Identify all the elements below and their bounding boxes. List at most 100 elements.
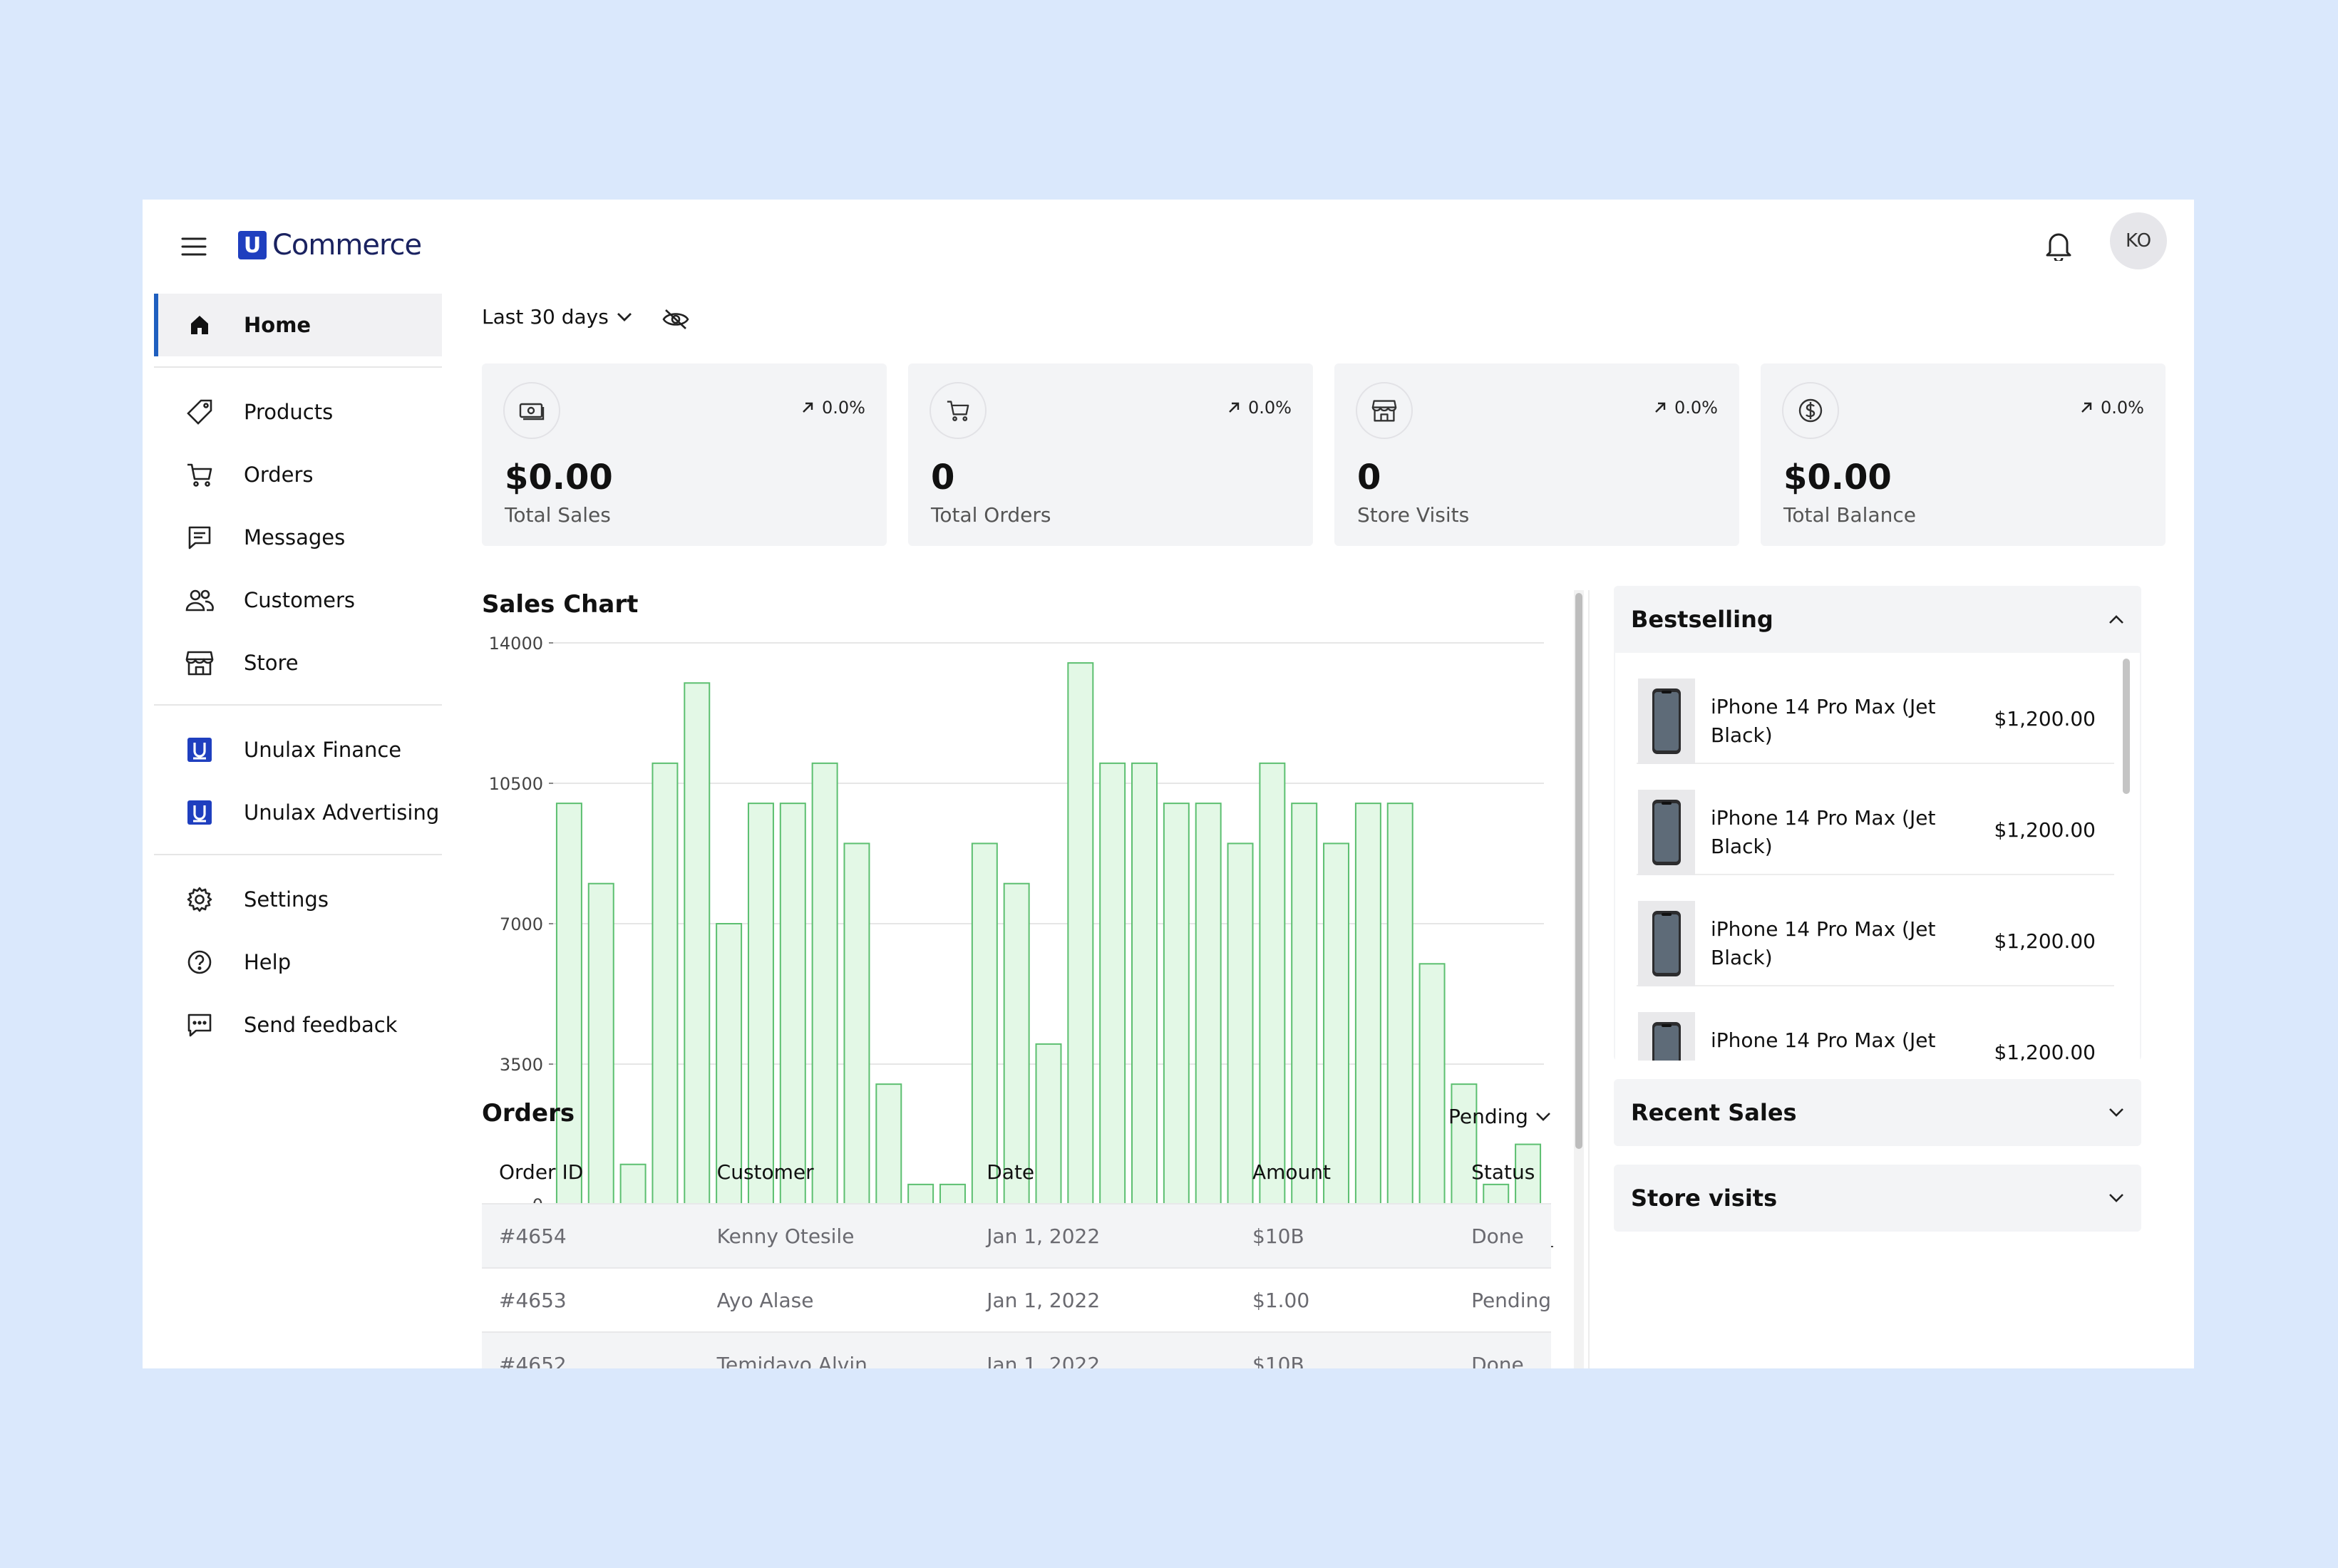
sidebar-item-messages[interactable]: Messages xyxy=(154,506,442,569)
chart-bar xyxy=(619,1163,647,1206)
date-cell: Jan 1, 2022 xyxy=(969,1331,1235,1368)
product-price: $1,200.00 xyxy=(1994,929,2096,953)
trend-indicator: 0.0% xyxy=(1227,398,1292,418)
sidebar-item-send-feedback[interactable]: Send feedback xyxy=(154,994,442,1056)
phone-icon xyxy=(1652,800,1681,865)
list-item[interactable]: iPhone 14 Pro Max (Jet Black) $1,200.00 xyxy=(1637,875,2114,986)
table-row[interactable]: #4652 Temidayo Alvin Jan 1, 2022 $10B Do… xyxy=(482,1331,1551,1368)
hamburger-menu-icon[interactable] xyxy=(180,232,208,261)
orders-status-dropdown[interactable]: Pending xyxy=(1448,1105,1551,1128)
list-item[interactable]: iPhone 14 Pro Max (Jet Black) $1,200.00 xyxy=(1637,764,2114,875)
list-item[interactable]: iPhone 14 Pro Max (Jet Black) $1,200.00 xyxy=(1637,653,2114,764)
trend-value: 0.0% xyxy=(1248,398,1292,418)
sidebar-item-unulax-finance[interactable]: Unulax Finance xyxy=(154,718,442,781)
stat-value: $0.00 xyxy=(1783,458,1892,497)
sidebar-item-orders[interactable]: Orders xyxy=(154,443,442,506)
unulax-logo-icon: U xyxy=(238,231,267,259)
sidebar-item-help[interactable]: Help xyxy=(154,931,442,994)
store-visits-header[interactable]: Store visits xyxy=(1614,1165,2141,1232)
stat-card-total-sales[interactable]: 0.0% $0.00 Total Sales xyxy=(482,363,887,546)
chart-bar xyxy=(1195,803,1222,1205)
sidebar-item-label: Settings xyxy=(244,887,329,912)
scrollbar-thumb[interactable] xyxy=(1575,593,1582,1149)
sidebar-item-label: Orders xyxy=(244,463,314,487)
chart-bar xyxy=(811,762,838,1206)
column-header-date[interactable]: Date xyxy=(987,1160,1035,1184)
cart-icon xyxy=(929,382,987,439)
chart-bar xyxy=(1099,762,1126,1206)
date-cell: Jan 1, 2022 xyxy=(969,1203,1235,1268)
unulax-logo-icon xyxy=(184,797,215,828)
sidebar-item-settings[interactable]: Settings xyxy=(154,868,442,931)
stat-card-total-balance[interactable]: 0.0% $0.00 Total Balance xyxy=(1761,363,2166,546)
sidebar-item-label: Home xyxy=(244,313,311,337)
bestselling-header[interactable]: Bestselling xyxy=(1614,586,2141,653)
bestselling-list: iPhone 14 Pro Max (Jet Black) $1,200.00 … xyxy=(1615,653,2140,1061)
chart-bar xyxy=(1131,762,1158,1206)
recent-sales-header[interactable]: Recent Sales xyxy=(1614,1079,2141,1146)
amount-cell: $10B xyxy=(1235,1331,1455,1368)
stat-label: Store Visits xyxy=(1357,503,1470,527)
home-icon xyxy=(184,309,215,341)
sidebar-item-label: Send feedback xyxy=(244,1013,398,1037)
recent-sales-panel: Recent Sales xyxy=(1614,1079,2141,1146)
status-cell: Pending xyxy=(1454,1267,1551,1332)
trend-indicator: 0.0% xyxy=(1653,398,1718,418)
order-id-cell: #4652 xyxy=(482,1331,700,1368)
recent-sales-title: Recent Sales xyxy=(1631,1099,1797,1126)
sidebar-item-home[interactable]: Home xyxy=(154,294,442,356)
customer-cell: Kenny Otesile xyxy=(699,1203,970,1268)
list-item[interactable]: iPhone 14 Pro Max (Jet Black) $1,200.00 xyxy=(1637,986,2114,1061)
table-row[interactable]: #4653 Ayo Alase Jan 1, 2022 $1.00 Pendin… xyxy=(482,1267,1551,1332)
sidebar-divider xyxy=(154,854,442,855)
product-price: $1,200.00 xyxy=(1994,1041,2096,1061)
unulax-logo-icon xyxy=(184,734,215,765)
column-header-status[interactable]: Status xyxy=(1471,1160,1535,1184)
stat-label: Total Balance xyxy=(1783,503,1916,527)
gear-icon xyxy=(184,884,215,915)
stat-card-store-visits[interactable]: 0.0% 0 Store Visits xyxy=(1334,363,1739,546)
scrollbar-thumb[interactable] xyxy=(2123,659,2130,794)
bestselling-scrollbar[interactable] xyxy=(2121,656,2131,1055)
phone-icon xyxy=(1652,1022,1681,1061)
chart-bar xyxy=(1354,803,1381,1205)
column-header-amount[interactable]: Amount xyxy=(1252,1160,1332,1184)
product-image xyxy=(1638,901,1695,986)
stat-value: $0.00 xyxy=(505,458,613,497)
date-range-dropdown[interactable]: Last 30 days xyxy=(482,305,633,329)
date-range-label: Last 30 days xyxy=(482,305,609,329)
chevron-down-icon xyxy=(1535,1112,1551,1122)
hide-values-eye-off-icon[interactable] xyxy=(660,304,691,335)
chart-bar xyxy=(1035,1043,1062,1205)
sidebar-item-label: Customers xyxy=(244,588,355,612)
product-image xyxy=(1638,1012,1695,1061)
chart-bar xyxy=(652,762,679,1206)
sidebar-nav: Home Products Orders Messages Customers … xyxy=(154,294,442,1056)
user-avatar[interactable]: KO xyxy=(2110,212,2167,269)
sidebar-item-products[interactable]: Products xyxy=(154,381,442,443)
column-header-order-id[interactable]: Order ID xyxy=(499,1160,584,1184)
store-visits-panel: Store visits xyxy=(1614,1165,2141,1232)
chart-bar xyxy=(1515,1143,1542,1205)
chart-bar xyxy=(971,842,998,1205)
chart-bar xyxy=(1418,963,1446,1205)
brand-logo[interactable]: U Commerce xyxy=(238,225,422,265)
customer-cell: Temidayo Alvin xyxy=(699,1331,970,1368)
sidebar-item-label: Messages xyxy=(244,525,346,550)
cash-icon xyxy=(503,382,560,439)
sidebar-item-customers[interactable]: Customers xyxy=(154,569,442,631)
chart-bar xyxy=(1163,803,1190,1205)
table-row[interactable]: #4654 Kenny Otesile Jan 1, 2022 $10B Don… xyxy=(482,1203,1551,1268)
column-header-customer[interactable]: Customer xyxy=(716,1160,814,1184)
sidebar-item-label: Store xyxy=(244,651,299,675)
sidebar-item-unulax-advertising[interactable]: Unulax Advertising xyxy=(154,781,442,844)
chart-bar xyxy=(1067,662,1094,1205)
chevron-down-icon xyxy=(616,311,633,323)
sidebar-item-store[interactable]: Store xyxy=(154,631,442,694)
sidebar-item-label: Products xyxy=(244,400,334,424)
chart-bar xyxy=(684,682,711,1206)
stat-card-total-orders[interactable]: 0.0% 0 Total Orders xyxy=(908,363,1313,546)
notification-bell-icon[interactable] xyxy=(2039,225,2079,265)
chart-bar xyxy=(555,803,582,1205)
main-scrollbar[interactable] xyxy=(1574,590,1584,1368)
